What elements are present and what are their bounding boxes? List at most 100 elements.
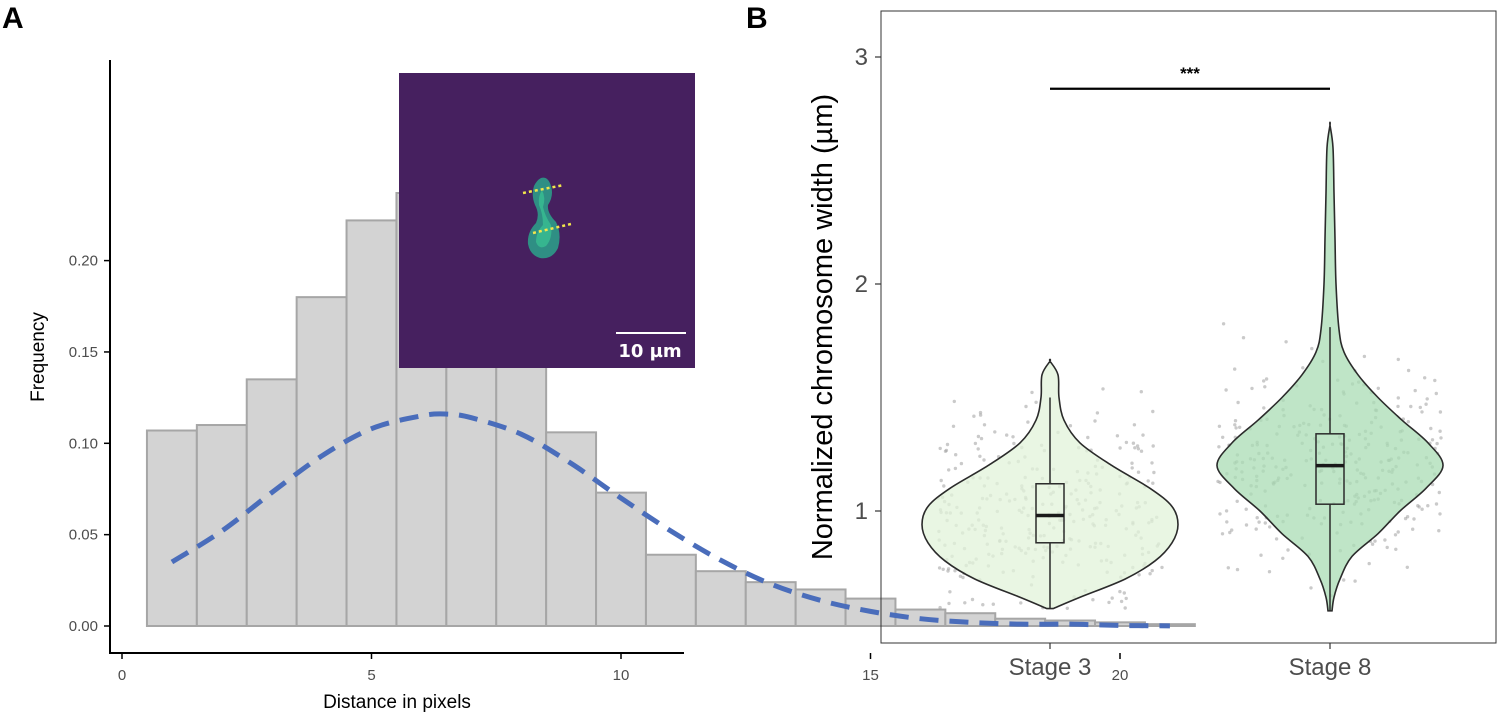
data-point — [1124, 596, 1128, 601]
x-tick-label: Stage 8 — [1289, 654, 1372, 681]
data-point — [1119, 599, 1124, 604]
data-point — [1425, 397, 1429, 401]
y-tick-label: 0.10 — [69, 435, 98, 452]
data-point — [1434, 391, 1439, 396]
data-point — [1254, 527, 1258, 531]
data-point — [1131, 441, 1136, 445]
data-point — [1420, 507, 1424, 511]
data-point — [1259, 553, 1263, 557]
data-point — [1217, 424, 1222, 428]
inset-micrograph: 10 µm — [399, 73, 695, 368]
data-point — [1274, 537, 1279, 541]
data-point — [1426, 504, 1430, 508]
data-point — [1019, 601, 1023, 605]
x-ticks: 0 5 10 15 20 — [118, 653, 1128, 684]
data-point — [1093, 419, 1097, 423]
data-point — [1373, 539, 1377, 543]
data-point — [1123, 606, 1127, 610]
data-point — [1110, 596, 1114, 600]
data-point — [1405, 565, 1410, 569]
data-point — [1238, 425, 1242, 429]
histogram-bar — [595, 491, 647, 627]
data-point — [1118, 589, 1122, 594]
data-point — [1150, 461, 1154, 465]
x-axis-label: Distance in pixels — [323, 692, 471, 713]
data-point — [1310, 346, 1314, 351]
x-tick-label: 0 — [118, 667, 126, 684]
data-point — [938, 446, 942, 451]
data-point — [1433, 378, 1437, 383]
x-tick-label: 5 — [367, 667, 375, 684]
data-point — [1233, 419, 1238, 423]
data-point — [1005, 433, 1009, 437]
data-point — [1220, 532, 1225, 536]
data-point — [991, 602, 995, 606]
data-point — [978, 454, 982, 458]
data-point — [1439, 436, 1443, 440]
data-point — [1416, 504, 1420, 508]
data-point — [1132, 423, 1137, 427]
data-point — [945, 442, 950, 447]
data-point — [1141, 433, 1145, 437]
data-point — [982, 458, 986, 462]
data-point — [1412, 517, 1416, 521]
data-point — [1233, 423, 1237, 427]
data-point — [979, 436, 984, 441]
data-point — [1438, 410, 1443, 414]
data-point — [1224, 509, 1229, 513]
data-point — [1396, 404, 1400, 409]
data-point — [1394, 547, 1398, 551]
data-point — [953, 569, 957, 573]
y-axis-label: Normalized chromosome width (µm) — [807, 94, 839, 560]
data-point — [976, 434, 981, 439]
data-point — [1136, 470, 1141, 474]
data-point — [1230, 528, 1234, 532]
data-point — [1244, 507, 1248, 511]
histogram-panel: 0 5 10 15 20 0.00 0.05 0.10 0.15 0.20 Distance i… — [28, 60, 1196, 713]
data-point — [1438, 512, 1442, 516]
data-point — [1024, 404, 1028, 409]
data-point — [947, 601, 951, 606]
data-point — [1406, 368, 1411, 373]
histogram-bar — [495, 318, 548, 627]
data-point — [1437, 529, 1441, 533]
data-point — [1235, 567, 1240, 572]
data-point — [1139, 390, 1144, 394]
data-point — [1130, 466, 1134, 470]
data-point — [1146, 479, 1150, 483]
plot-frame — [880, 10, 1497, 644]
data-point — [1137, 573, 1141, 577]
data-point — [1241, 336, 1246, 340]
data-point — [952, 399, 956, 404]
data-point — [939, 478, 943, 483]
data-point — [1139, 449, 1144, 453]
data-point — [1136, 447, 1141, 451]
data-point — [978, 410, 983, 415]
data-point — [1376, 386, 1381, 390]
fit-curve — [170, 411, 1170, 629]
data-point — [1118, 446, 1122, 450]
data-point — [1124, 440, 1129, 445]
data-point — [1342, 578, 1346, 582]
data-point — [951, 424, 956, 428]
panel-a-letter: A — [2, 2, 24, 35]
data-point — [1095, 411, 1100, 415]
data-point — [1424, 402, 1428, 406]
data-point — [1403, 516, 1408, 521]
data-point — [953, 466, 958, 471]
data-point — [1396, 530, 1400, 534]
data-point — [973, 441, 978, 446]
data-point — [1257, 520, 1261, 524]
data-point — [1151, 481, 1155, 485]
data-point — [943, 449, 948, 453]
x-tick-label: 15 — [862, 667, 879, 684]
data-point — [1385, 545, 1389, 550]
data-point — [1135, 444, 1140, 448]
data-point — [1353, 579, 1357, 583]
data-point — [1262, 406, 1266, 410]
data-point — [976, 447, 980, 451]
y-tick-label: 0.20 — [69, 253, 98, 270]
data-point — [1235, 499, 1239, 503]
data-point — [959, 461, 964, 466]
